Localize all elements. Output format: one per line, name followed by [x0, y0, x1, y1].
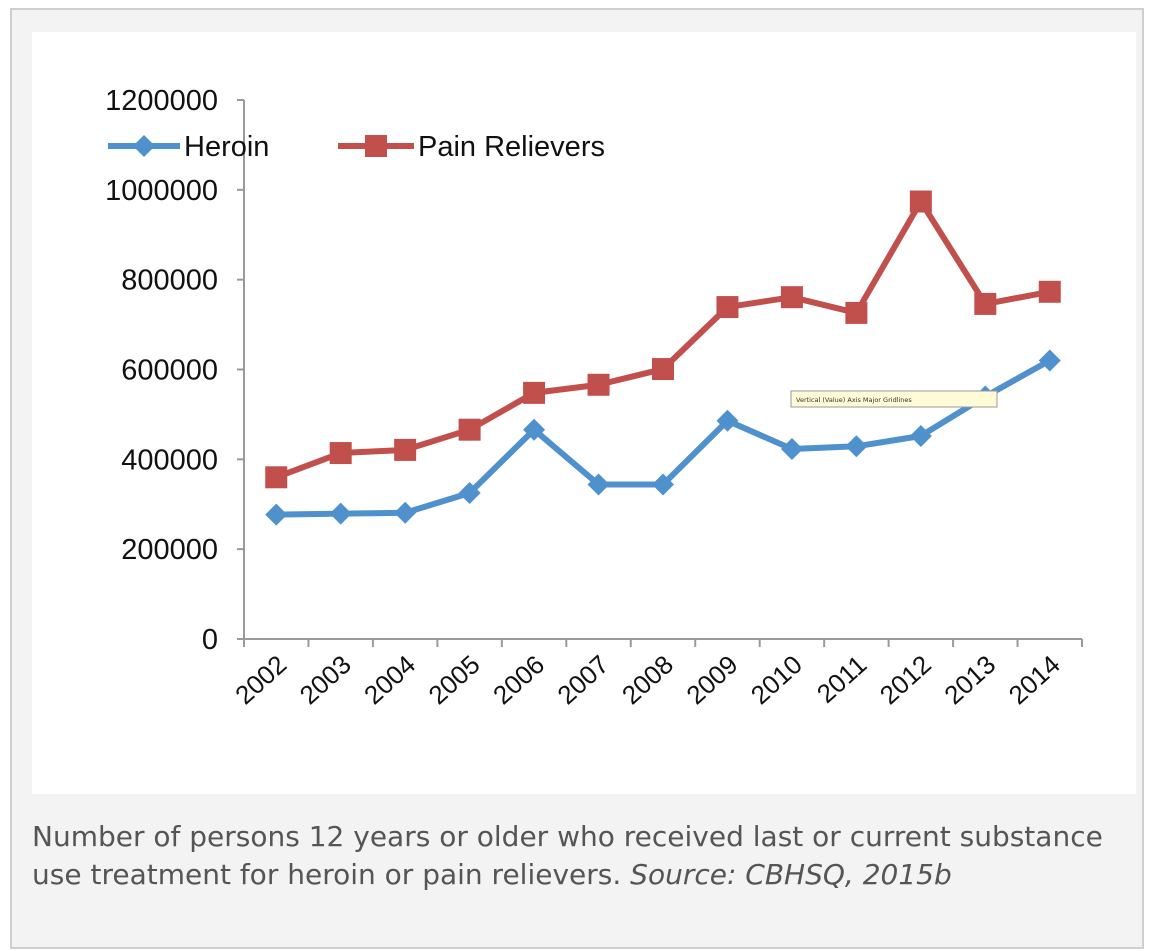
legend-heroin-marker: [133, 135, 155, 157]
heroin-point: [587, 473, 610, 496]
pain-relievers-line: [275, 198, 1051, 481]
x-tick-label: 2014: [1003, 649, 1066, 710]
line-chart: 020000040000060000080000010000001200000 …: [105, 85, 1083, 710]
gridline-tooltip: Vertical (Value) Axis Major Gridlines: [790, 390, 998, 408]
y-tick-label: 1000000: [105, 175, 218, 207]
y-tick-label: 600000: [121, 355, 218, 387]
pain-relievers-point: [780, 286, 803, 309]
heroin-point: [652, 473, 674, 496]
heroin-point: [523, 418, 546, 441]
y-tick-label: 1200000: [105, 85, 218, 117]
legend-pain-relievers-marker: [365, 135, 387, 157]
legend: Heroin Pain Relievers: [108, 131, 605, 163]
caption-text: Number of persons 12 years or older who …: [32, 820, 1103, 891]
x-tick-label: 2004: [358, 649, 421, 710]
heroin-point: [394, 501, 417, 524]
pain-relievers-point: [329, 442, 352, 465]
x-axis: 2002 2003 2004 2005 2006 2007 2008 2009 2010 2011…: [229, 638, 1083, 710]
pain-relievers-point: [394, 438, 417, 461]
pain-relievers-point: [845, 301, 868, 324]
x-tick-label: 2013: [938, 649, 1001, 710]
pain-relievers-point: [716, 296, 739, 319]
heroin-point: [716, 409, 739, 432]
caption-source: Source: CBHSQ, 2015b: [630, 858, 952, 891]
x-tick-label: 2005: [423, 649, 486, 710]
legend-pain-relievers-label: Pain Relievers: [418, 131, 605, 163]
y-tick-label: 400000: [121, 444, 218, 476]
figure-frame: 0 200000 400000 600000 800000 1000000 1200000 …: [10, 8, 1144, 949]
heroin-point: [845, 435, 868, 458]
pain-relievers-point: [265, 466, 288, 489]
y-tick-label: 800000: [121, 265, 218, 297]
pain-relievers-point: [458, 418, 481, 441]
y-tick-label: 0: [202, 624, 218, 656]
heroin-point: [1038, 349, 1061, 372]
pain-relievers-point: [974, 292, 997, 315]
x-tick-label: 2007: [551, 649, 614, 710]
y-tick-label: 200000: [121, 534, 218, 566]
series-lines: [265, 190, 1061, 526]
x-tick-label: 2008: [616, 649, 679, 710]
pain-relievers-point: [652, 358, 674, 381]
legend-heroin-label: Heroin: [184, 131, 269, 163]
heroin-point: [329, 502, 352, 525]
chart-panel: 0 200000 400000 600000 800000 1000000 1200000 …: [32, 32, 1136, 794]
y-axis: 0 200000 400000 600000 800000 1000000 1200000: [105, 85, 245, 656]
pain-relievers-point: [523, 381, 546, 404]
tooltip-box: [790, 390, 998, 408]
x-tick-label: 2011: [811, 649, 873, 709]
pain-relievers-point: [587, 373, 610, 396]
heroin-point: [909, 424, 932, 447]
pain-relievers-point: [1038, 280, 1061, 303]
x-tick-label: 2009: [680, 649, 743, 710]
heroin-point: [458, 482, 481, 505]
x-tick-label: 2010: [745, 649, 808, 710]
heroin-point: [265, 503, 288, 526]
x-tick-label: 2003: [294, 649, 357, 710]
tooltip-text: Vertical (Value) Axis Major Gridlines: [796, 396, 912, 404]
figure-caption: Number of persons 12 years or older who …: [32, 818, 1122, 894]
x-tick-label: 2012: [874, 649, 937, 710]
x-tick-label: 2006: [487, 649, 550, 710]
heroin-point: [780, 438, 803, 461]
pain-relievers-point: [909, 190, 932, 213]
x-tick-label: 2002: [229, 649, 292, 710]
